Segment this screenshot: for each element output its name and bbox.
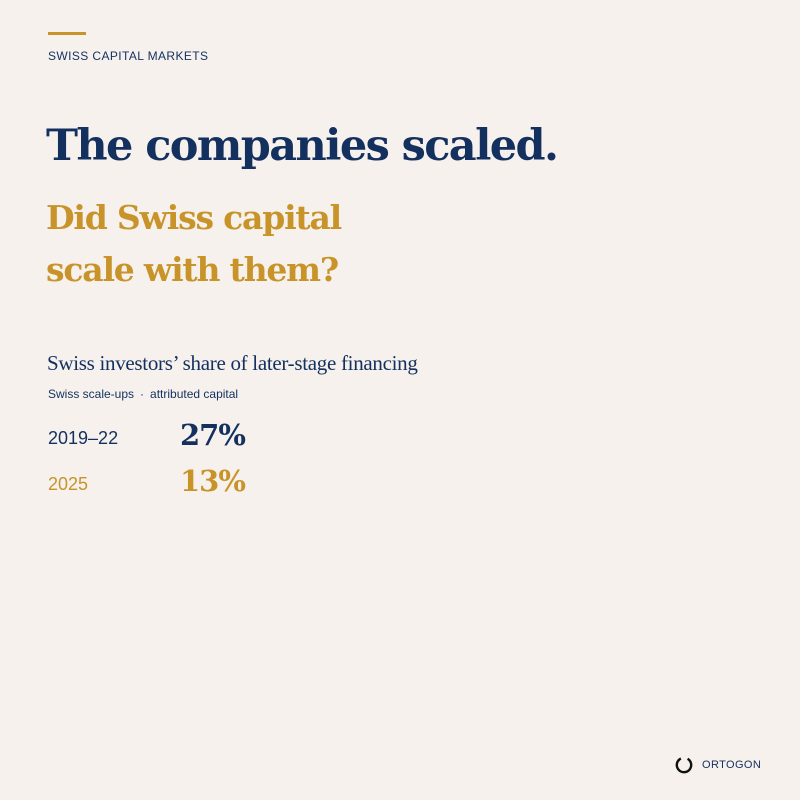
subheadline-line-2: scale with them?	[46, 250, 339, 289]
eyebrow-label: SWISS CAPITAL MARKETS	[48, 49, 209, 63]
stat-title: Swiss investors’ share of later-stage fi…	[47, 351, 418, 375]
stat-value: 13%	[180, 464, 246, 498]
brand-name: ORTOGON	[702, 759, 762, 771]
headline: The companies scaled.	[46, 121, 559, 171]
stat-period-label: 2019–22	[48, 428, 119, 448]
stat-subtitle-left: Swiss scale-ups	[48, 387, 135, 401]
stat-subtitle: Swiss scale-ups · attributed capital	[48, 387, 238, 401]
ring-logo-icon	[675, 756, 693, 774]
brand-logo: ORTOGON	[674, 754, 761, 776]
stat-row-2019-22: 2019–22 27%	[48, 418, 448, 458]
stat-subtitle-right: attributed capital	[150, 387, 239, 401]
stat-value: 27%	[180, 418, 246, 452]
stat-subtitle-separator: ·	[140, 387, 145, 401]
subheadline: Did Swiss capital scale with them?	[46, 192, 342, 296]
accent-rule	[48, 32, 86, 35]
stat-period-label: 2025	[48, 474, 89, 494]
stat-row-2025: 2025 13%	[48, 464, 448, 504]
subheadline-line-1: Did Swiss capital	[46, 198, 342, 237]
